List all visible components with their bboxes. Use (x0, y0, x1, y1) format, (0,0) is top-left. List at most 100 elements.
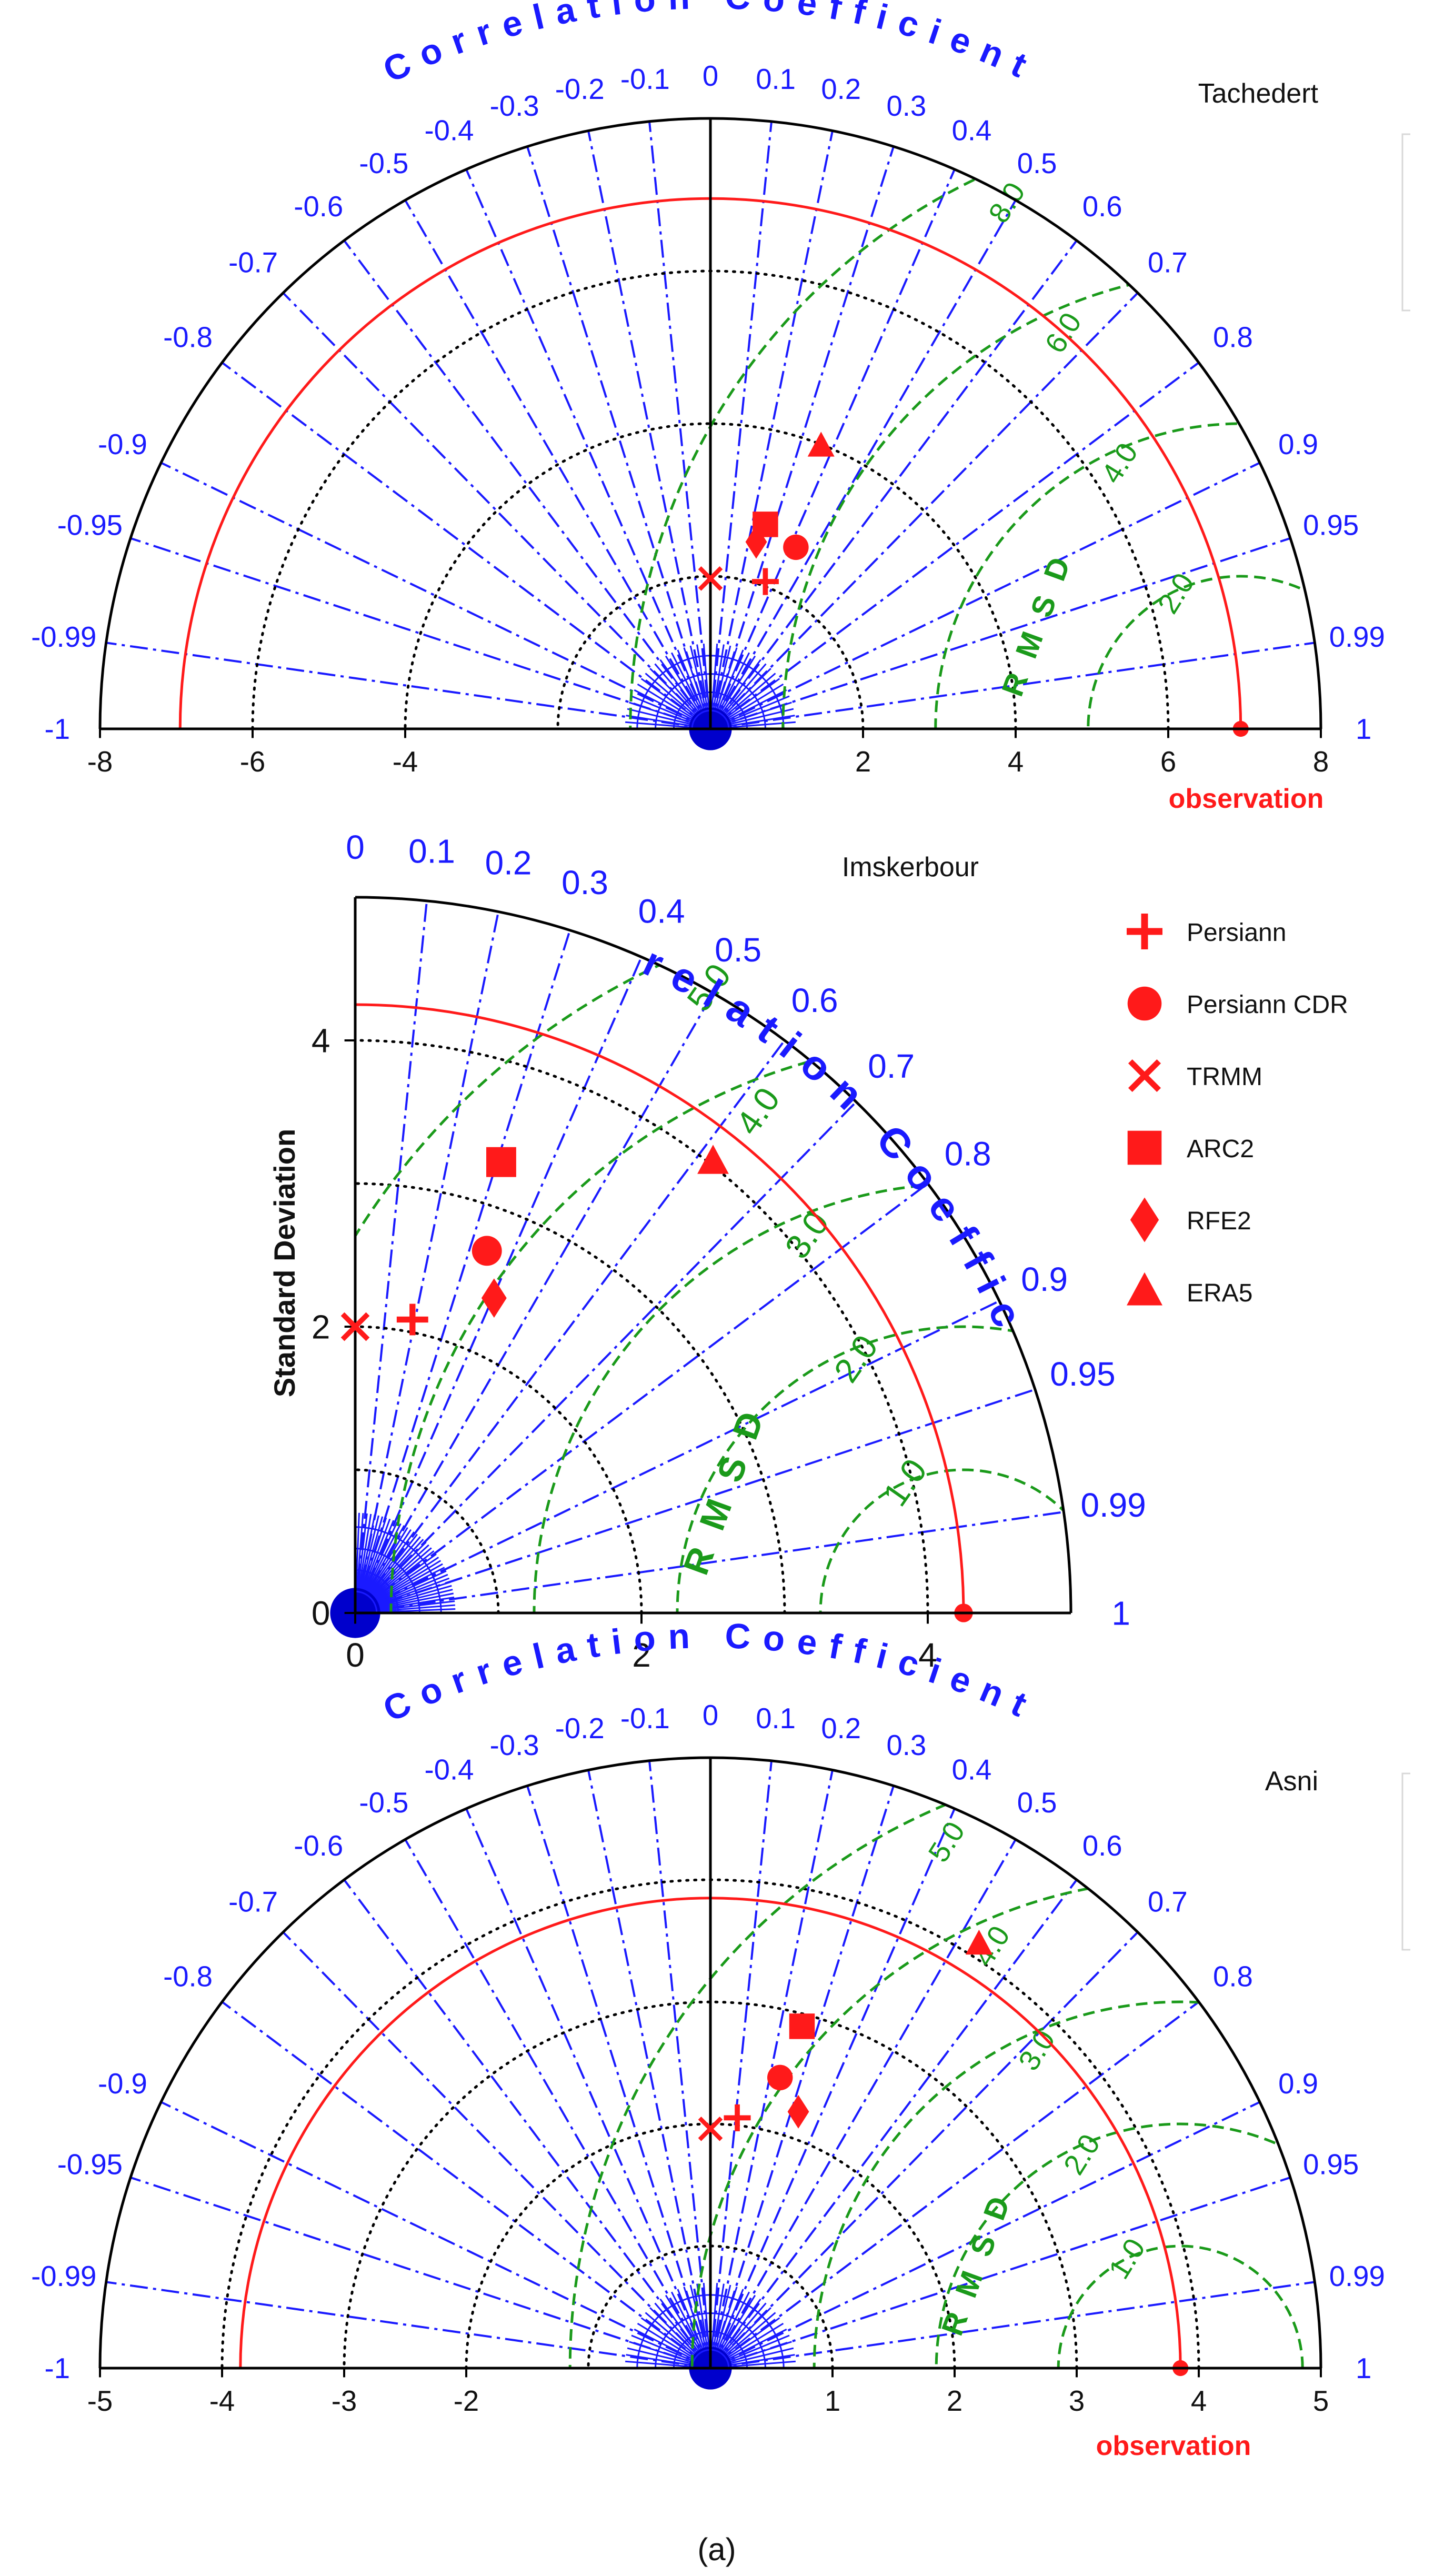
correlation-tick-label: 0.9 (1278, 2068, 1318, 2100)
correlation-ray (709, 146, 895, 729)
correlation-tick-label: 0.8 (945, 1135, 991, 1172)
correlation-tick-label: 0.8 (1213, 321, 1253, 353)
correlation-ray (709, 121, 773, 729)
correlation-tick-label: 1 (1111, 1594, 1130, 1632)
x-tick-label: 0 (346, 1636, 365, 1674)
correlation-tick-label: 0.1 (756, 1702, 796, 1735)
correlation-tick-label: 0.4 (952, 1754, 992, 1786)
correlation-ray (343, 1879, 711, 2369)
correlation-ray (710, 462, 1260, 730)
y-axis-label: Standard Deviation (268, 1129, 301, 1397)
rmsd-arc (934, 422, 1321, 729)
center-ring (355, 1569, 399, 1613)
rmsd-arcs (568, 1758, 1321, 2368)
correlation-tick-label: 0 (703, 1699, 718, 1731)
legend-box-edge (1401, 1772, 1410, 1951)
x-tick-label: 1 (825, 2385, 840, 2417)
correlation-ray (709, 1770, 834, 2369)
legend-box-edge (1401, 133, 1410, 312)
point-era5 (697, 1145, 729, 1174)
correlation-tick-label: 0.7 (1148, 1886, 1188, 1918)
rmsd-level-label: 8.0 (982, 177, 1031, 228)
x-tick-label: -6 (240, 746, 265, 778)
correlation-ray (709, 1785, 895, 2369)
correlation-axis-title-path: Correlation Coefficient (0, 0, 1022, 1347)
correlation-tick-label: -0.6 (294, 1830, 343, 1862)
correlation-ray (709, 292, 1139, 730)
correlation-tick-label: -0.5 (359, 147, 408, 179)
correlation-ray (354, 1101, 857, 1614)
correlation-ray (355, 1511, 1064, 1614)
correlation-ray (709, 1879, 1078, 2369)
x-tick-label: 4 (1191, 2385, 1207, 2417)
correlation-ray (354, 1182, 929, 1614)
correlation-ray (282, 292, 711, 730)
rmsd-level-label: 4.0 (728, 1080, 787, 1141)
correlation-ray (587, 131, 711, 729)
correlation-ray (130, 2176, 711, 2369)
correlation-ray (130, 537, 711, 730)
correlation-ray (709, 362, 1200, 730)
correlation-ray (282, 1931, 711, 2369)
observation-label: observation (1096, 2431, 1251, 2461)
correlation-rays (106, 1760, 1315, 2390)
correlation-tick-label: 0.7 (1148, 247, 1188, 279)
correlation-ray (343, 239, 711, 730)
point-trmm (698, 566, 723, 591)
correlation-tick-label: -0.2 (555, 73, 605, 105)
correlation-ray (709, 169, 956, 729)
center-ring (355, 1548, 420, 1613)
correlation-ray (354, 1039, 786, 1614)
correlation-tick-label: -0.4 (425, 115, 474, 147)
correlation-ray (354, 956, 643, 1613)
rmsd-arc (819, 1468, 1071, 1613)
correlation-tick-label: 0.6 (1082, 1830, 1122, 1862)
correlation-tick-label: -0.95 (57, 509, 123, 542)
std-ring (354, 1182, 786, 1615)
rmsd-level-label: 3.0 (777, 1204, 836, 1265)
model-points (698, 432, 835, 595)
correlation-ray (709, 1839, 1017, 2369)
correlation-tick-label: 0.99 (1329, 621, 1385, 653)
correlation-tick-label: -0.3 (490, 90, 539, 122)
correlation-tick-label: 0.1 (756, 63, 796, 95)
correlation-tick-label: -1 (45, 2352, 70, 2384)
correlation-ray (710, 537, 1291, 730)
correlation-tick-label: 0.2 (485, 844, 532, 882)
model-points (340, 1145, 729, 1341)
correlation-tick-label: -0.3 (490, 1729, 539, 1761)
reference-std-arc (355, 1003, 965, 1613)
correlation-ray (465, 1808, 711, 2369)
legend-marker-x (1128, 1059, 1161, 1092)
correlation-ray (710, 2281, 1315, 2369)
correlation-tick-label: 0.9 (1278, 428, 1318, 460)
point-era5 (807, 432, 835, 457)
x-tick-label: 4 (1008, 746, 1024, 778)
x-tick-label: -5 (87, 2385, 113, 2417)
correlation-axis-title: Correlation Coefficient (0, 0, 1037, 1347)
taylor-panel-imskerbour: Imskerbour Standard Deviation 1.0 2.0 3.0 4… (0, 0, 1146, 1674)
point-persiann (751, 568, 779, 595)
x-tick-label: 5 (1313, 2385, 1329, 2417)
point-rfe2 (481, 1278, 507, 1318)
legend-marker-triangle (1127, 1272, 1162, 1306)
rmsd-axis-label: RMSD (995, 536, 1083, 701)
correlation-tick-label: -0.4 (425, 1754, 474, 1786)
legend-label: Persiann CDR (1187, 991, 1348, 1019)
figure-caption: (a) (697, 2532, 736, 2567)
x-tick-label: 4 (918, 1636, 937, 1674)
std-ring (404, 422, 1017, 730)
legend-marker-plus (1127, 914, 1162, 949)
y-tick-label: 2 (312, 1308, 330, 1346)
correlation-tick-label: 0.2 (821, 73, 861, 105)
rmsd-level-label: 3.0 (1012, 2024, 1061, 2076)
x-tick-label: 2 (632, 1636, 651, 1674)
legend-label: Persiann (1187, 919, 1286, 947)
correlation-tick-label: -0.99 (31, 621, 96, 653)
rmsd-level-label: 2.0 (1151, 567, 1201, 619)
correlation-ray (106, 2281, 711, 2369)
x-tick-label: 6 (1160, 746, 1176, 778)
rmsd-axis-label: RMSD (676, 1387, 779, 1580)
point-persiann-cdr (767, 2064, 793, 2091)
rmsd-arc (813, 2000, 1321, 2368)
